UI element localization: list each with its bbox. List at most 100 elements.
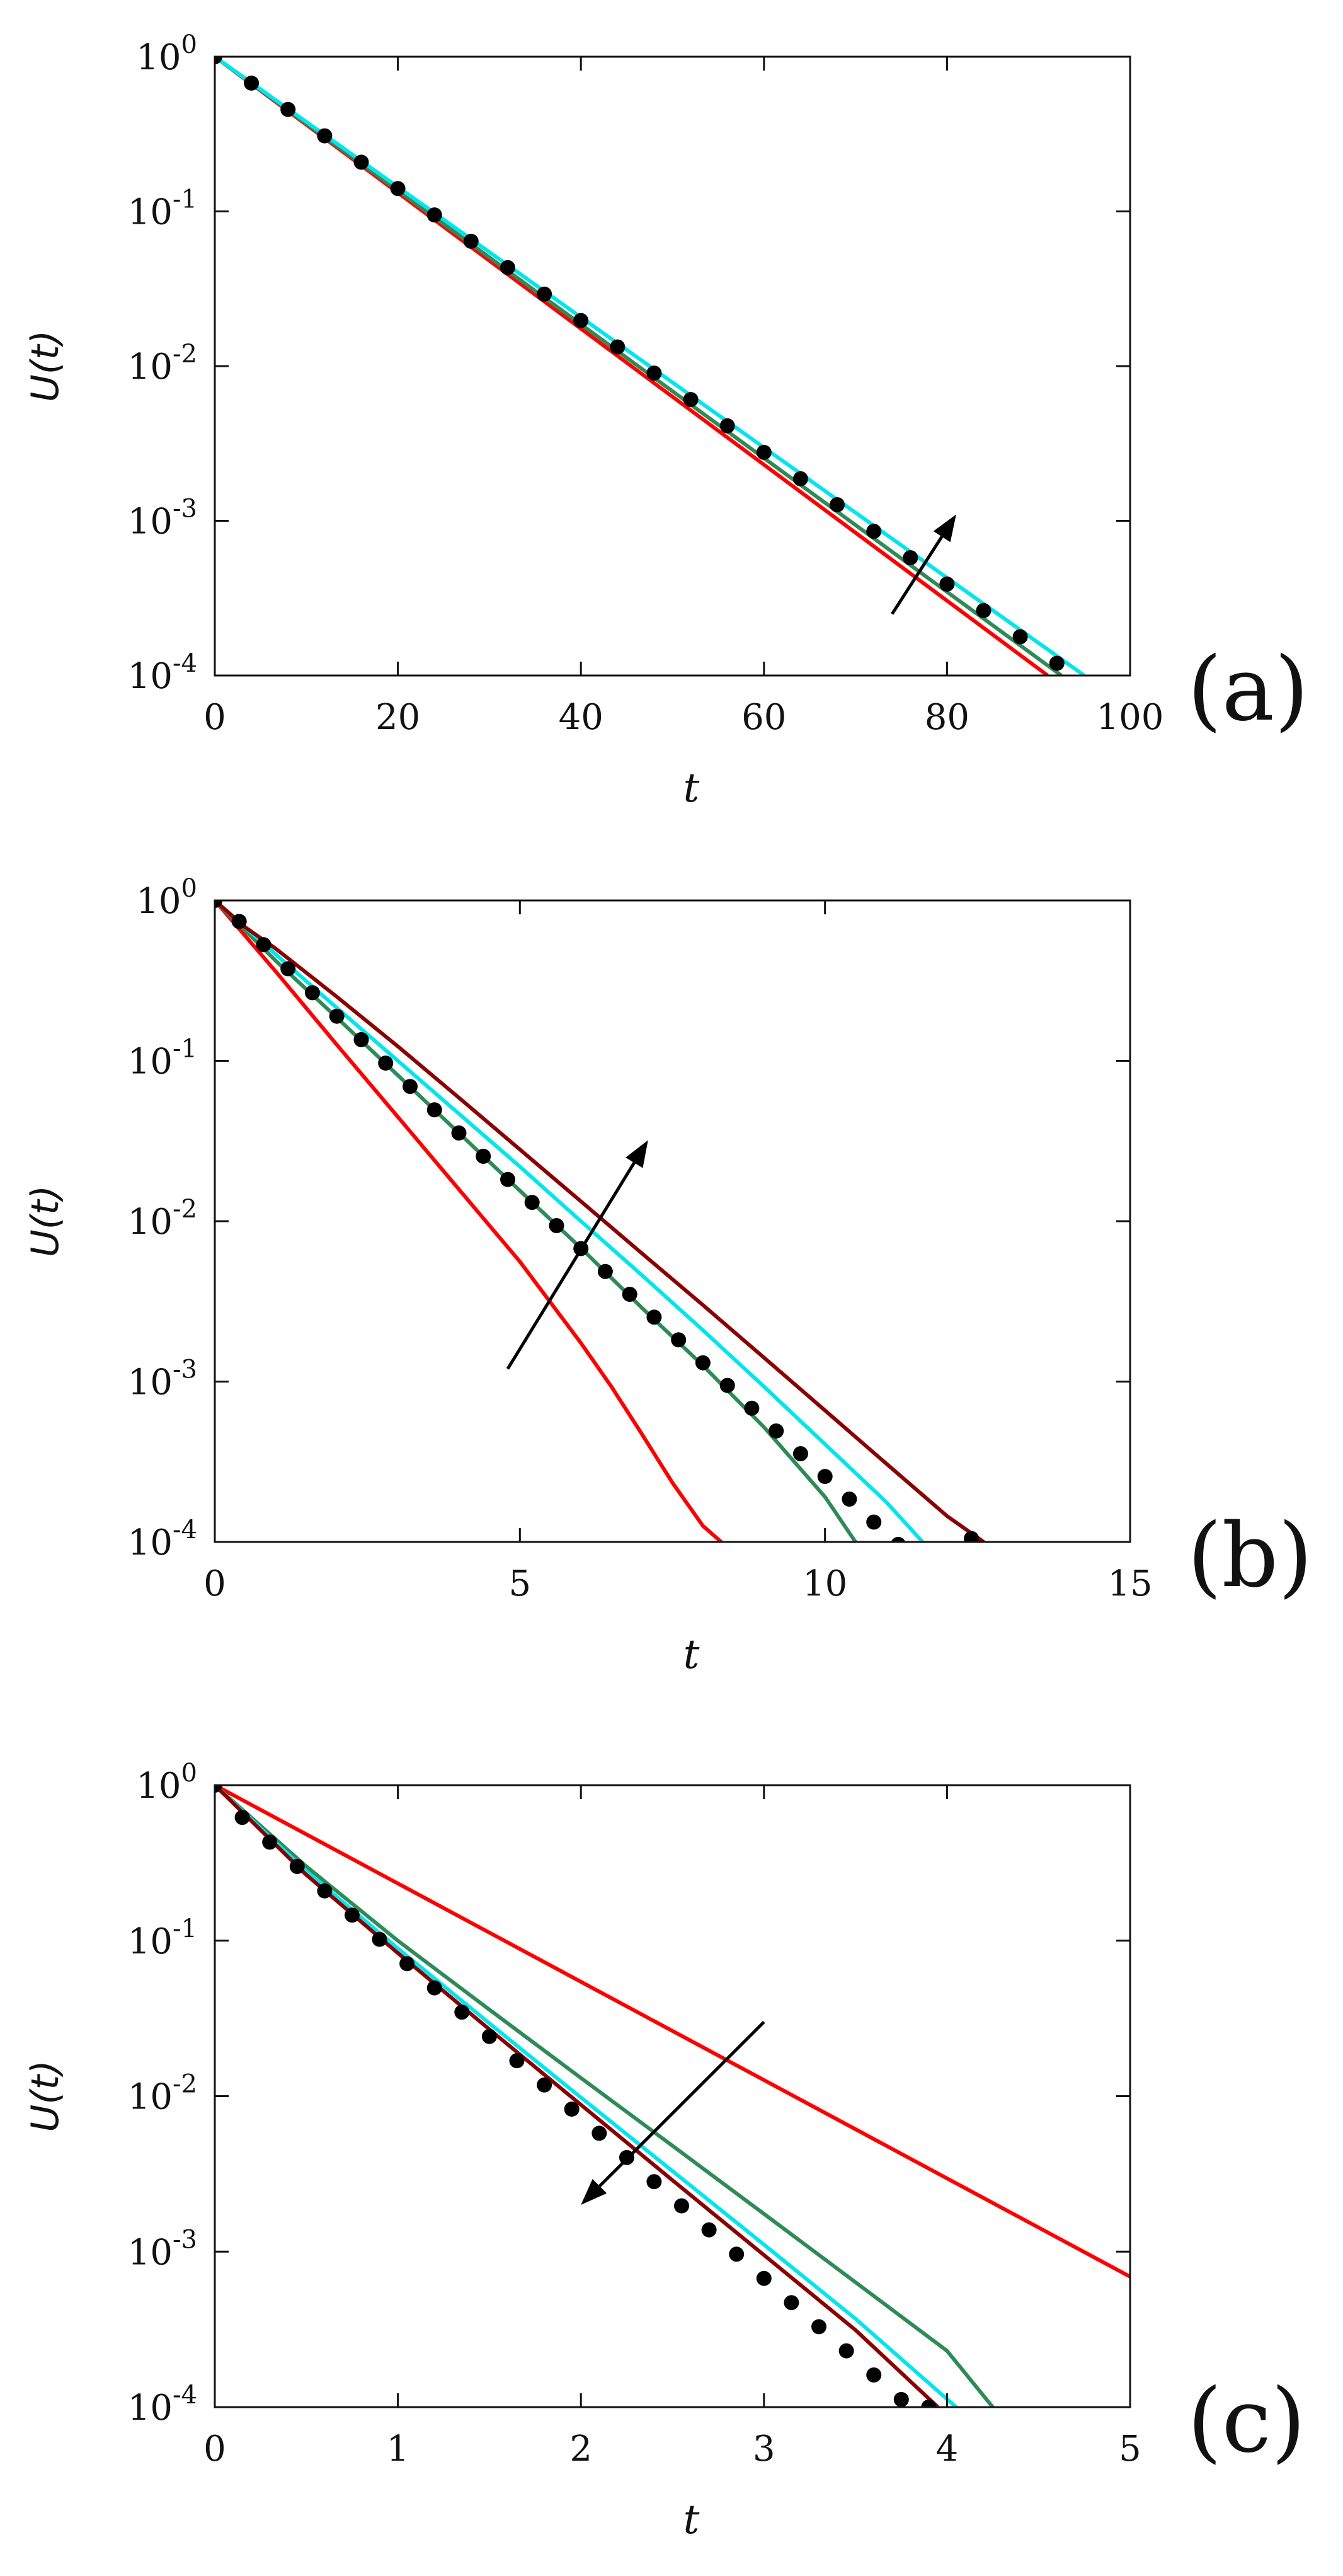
y-tick-label: 10-3: [128, 1355, 197, 1403]
data-point: [695, 1355, 711, 1371]
data-point: [537, 286, 552, 302]
panel-label: (b): [1187, 1505, 1313, 1607]
data-point: [305, 985, 320, 1001]
data-point: [842, 1492, 857, 1507]
trend-arrow-head: [581, 2178, 607, 2205]
series-line-1: [215, 900, 857, 1542]
data-point: [591, 2125, 607, 2141]
plot-frame: [214, 55, 1131, 677]
data-point: [345, 1907, 360, 1923]
data-point: [215, 1785, 222, 1793]
y-tick-label: 10-2: [128, 1195, 197, 1243]
data-point: [244, 75, 260, 91]
chart-panel-c: 0 1 2 3 4 5 100 10-1 10-2 10-3 10-4 t U(t) (c): [23, 1759, 1306, 2543]
data-point: [646, 365, 662, 381]
x-tick-label: 15: [1107, 1563, 1152, 1604]
x-tick-label: 40: [559, 697, 603, 738]
data-point: [280, 101, 296, 117]
data-point: [426, 1980, 442, 1996]
plot-frame: [214, 1784, 1131, 2408]
series-line-2: [215, 900, 924, 1542]
plot-frame: [214, 899, 1131, 1543]
data-point: [403, 1079, 418, 1095]
data-point: [564, 2102, 580, 2117]
data-point: [476, 1149, 491, 1164]
x-tick-label: 0: [203, 1563, 226, 1604]
data-point: [915, 1560, 930, 1575]
trend-arrow-head: [933, 514, 956, 543]
data-point: [1049, 655, 1065, 671]
plot-area: [215, 1785, 1130, 2407]
data-point: [256, 937, 271, 953]
data-point: [500, 1171, 515, 1187]
y-tick-label: 100: [136, 30, 197, 78]
data-point: [903, 550, 918, 566]
data-point: [756, 2270, 772, 2286]
y-tick-label: 10-1: [128, 185, 197, 233]
data-point: [976, 602, 992, 618]
data-point: [451, 1125, 467, 1141]
series-line-1: [215, 1785, 995, 2407]
data-point: [646, 1309, 662, 1325]
x-tick-label: 5: [509, 1563, 532, 1604]
x-tick-label: 60: [741, 697, 786, 738]
data-point: [215, 900, 222, 908]
data-point: [231, 914, 247, 929]
data-point: [784, 2295, 799, 2311]
y-axis-label: U(t): [23, 1185, 67, 1257]
x-axis-label: t: [683, 765, 700, 812]
data-point: [719, 1377, 735, 1393]
data-point: [866, 1514, 882, 1530]
y-tick-label: 10-1: [128, 1035, 197, 1083]
y-tick-label: 100: [136, 1759, 197, 1807]
data-point: [289, 1859, 305, 1874]
data-point: [719, 418, 735, 434]
data-point: [317, 128, 333, 144]
data-point: [866, 524, 882, 539]
y-tick-label: 10-4: [128, 1515, 197, 1563]
series-line-3: [215, 900, 985, 1542]
y-tick-label: 10-1: [128, 1914, 197, 1962]
data-point: [234, 1810, 250, 1826]
data-point: [769, 1423, 784, 1439]
series-line-2: [215, 1785, 957, 2407]
y-tick-label: 10-3: [128, 2225, 197, 2273]
y-tick-label: 100: [136, 874, 197, 922]
x-tick-label: 100: [1097, 697, 1164, 738]
data-point: [426, 1102, 442, 1118]
data-point: [701, 2222, 717, 2238]
plot-area: [215, 57, 1086, 676]
trend-arrow-shaft: [891, 536, 944, 615]
chart-panel-a: 0 20 40 60 80 100 100 10-1 10-2 10-3 10-4 t U(t) (a): [23, 30, 1309, 812]
x-tick-label: 4: [936, 2429, 959, 2470]
data-point: [939, 576, 955, 592]
data-point: [353, 1032, 369, 1047]
data-point: [524, 1195, 540, 1210]
data-point: [1012, 629, 1028, 645]
trend-arrow-shaft: [506, 1161, 636, 1370]
x-axis-label: t: [683, 2497, 700, 2543]
series-line-0: [215, 1785, 1130, 2279]
data-point: [729, 2246, 745, 2262]
data-point: [921, 2400, 937, 2407]
data-point: [317, 1883, 333, 1899]
data-point: [597, 1263, 613, 1279]
data-point: [399, 1956, 415, 1972]
data-point: [426, 207, 442, 223]
plot-area: [215, 900, 985, 1575]
data-point: [817, 1469, 833, 1485]
series-line-1: [215, 57, 1063, 676]
data-point: [390, 181, 406, 197]
data-point: [792, 471, 808, 486]
data-point: [481, 2028, 497, 2044]
data-point: [280, 961, 296, 977]
data-point: [329, 1008, 345, 1024]
x-tick-label: 20: [375, 697, 420, 738]
x-axis-label: t: [683, 1631, 700, 1678]
series-line-3: [215, 1785, 939, 2407]
y-tick-label: 10-4: [128, 2381, 197, 2429]
y-tick-label: 10-2: [128, 2070, 197, 2118]
y-tick-label: 10-4: [128, 649, 197, 697]
x-tick-label: 5: [1119, 2429, 1141, 2470]
x-tick-label: 3: [753, 2429, 775, 2470]
